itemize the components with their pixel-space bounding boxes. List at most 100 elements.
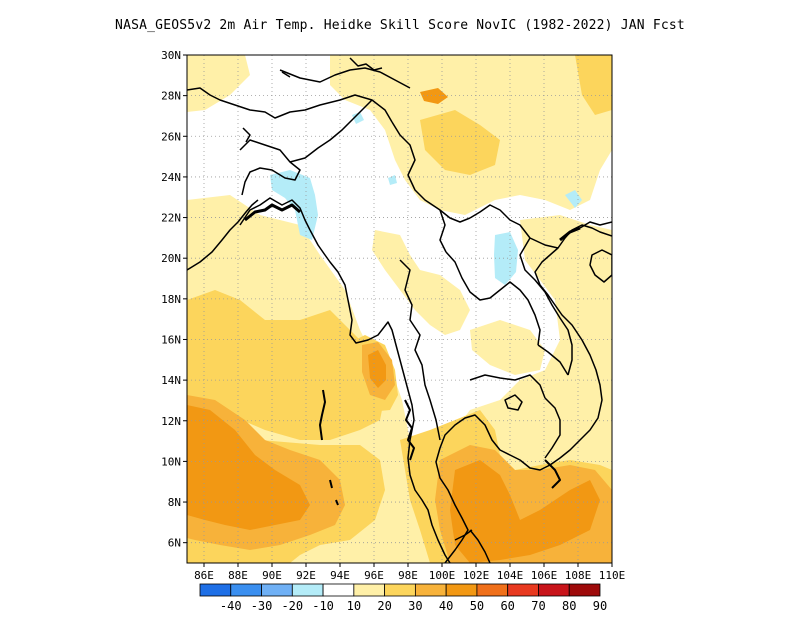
map-grid (187, 55, 612, 563)
lon-tick-label: 100E (429, 569, 456, 582)
field-cyan-north (352, 112, 364, 124)
ganges-delta-detail (244, 203, 301, 222)
border-laos-china (469, 204, 559, 249)
map-title: NASA_GEOS5v2 2m Air Temp. Heidke Skill S… (115, 18, 685, 33)
colorbar-label: -20 (281, 599, 303, 613)
lon-tick-label: 102E (463, 569, 490, 582)
lat-tick-label: 26N (161, 130, 181, 143)
colorbar-swatch (322, 583, 355, 597)
lat-tick-label: 14N (161, 374, 181, 387)
colorbar-label: 90 (593, 599, 607, 613)
colorbar-swatch (538, 583, 570, 597)
colorbar-label: 60 (500, 599, 514, 613)
border-india-nepal-bhutan (187, 87, 393, 123)
field-yellow-north (420, 110, 500, 175)
border-cambodia-vietnam (544, 397, 561, 459)
border-laos-vietnam (519, 237, 573, 376)
lon-tick-label: 94E (330, 569, 350, 582)
field-light-yellow-north (187, 55, 250, 112)
field-cyan-laos (494, 232, 518, 285)
colorbar-label: 10 (347, 599, 361, 613)
mekong-delta (544, 459, 561, 489)
colorbar-label: -10 (312, 599, 334, 613)
colorbar-swatch (507, 583, 539, 597)
colorbar-swatch (291, 583, 324, 597)
colorbar-label: -30 (251, 599, 273, 613)
coastline-ganges-delta (239, 197, 311, 231)
field-cyan-myanmar (388, 175, 397, 185)
colorbar-swatch (476, 583, 509, 597)
coastline-india-east (187, 199, 259, 271)
lat-tick-label: 12N (161, 415, 181, 428)
mergui-archipelago (404, 399, 415, 461)
lon-tick-label: 92E (296, 569, 316, 582)
border-small-north (242, 71, 291, 143)
border-myanmar-laos (439, 209, 447, 253)
longitude-ticks: 86E 88E 90E 92E 94E 96E 98E 100E 102E 104E 106E 108… (194, 563, 625, 582)
border-cambodia-laos (537, 344, 569, 376)
field-yellow-west (187, 290, 385, 440)
lon-tick-label: 106E (531, 569, 558, 582)
coastline-tonkin (559, 226, 581, 242)
colorbar-label: 80 (562, 599, 576, 613)
tonle-sap (504, 394, 523, 411)
lon-tick-label: 110E (599, 569, 626, 582)
field-orange-center (368, 350, 386, 388)
lon-tick-label: 96E (364, 569, 384, 582)
colorbar-label: 70 (531, 599, 545, 613)
coastline-gulf-thailand (435, 224, 612, 563)
colorbar-label: -40 (220, 599, 242, 613)
map-frame (186, 54, 613, 564)
border-myanmar-thailand (399, 259, 441, 441)
lon-tick-label: 104E (497, 569, 524, 582)
field-light-yellow-center (372, 230, 470, 335)
lon-tick-label: 108E (565, 569, 592, 582)
lat-tick-label: 30N (161, 49, 181, 62)
lat-tick-label: 16N (161, 333, 181, 346)
colorbar-swatch (445, 583, 478, 597)
lon-tick-label: 90E (262, 569, 282, 582)
colorbar-swatch (568, 583, 601, 597)
colorbar-swatch (199, 583, 232, 597)
coastline-malay-east (469, 529, 491, 563)
colorbar-swatch (353, 583, 386, 597)
colorbar-label: 20 (377, 599, 391, 613)
border-thailand-cambodia (469, 374, 546, 399)
border-thailand-laos (445, 251, 541, 346)
field-orange-north (420, 88, 448, 104)
colorbar-swatch (261, 583, 293, 597)
lat-tick-label: 20N (161, 252, 181, 265)
lat-tick-label: 10N (161, 455, 181, 468)
colorbar-label: 30 (408, 599, 422, 613)
lon-tick-label: 88E (228, 569, 248, 582)
coastline-south-china (579, 221, 612, 229)
lon-tick-label: 86E (194, 569, 214, 582)
lon-tick-label: 98E (398, 569, 418, 582)
colorbar-swatch (414, 583, 447, 597)
border-china-tibet (279, 67, 411, 89)
lat-tick-label: 24N (161, 171, 181, 184)
border-andaman-coast-east (349, 57, 383, 71)
colorbar: -40 -30 -20 -10 10 20 30 40 50 60 70 80 90 (199, 583, 607, 613)
field-orange-west (187, 405, 310, 530)
field-orange-south (450, 460, 600, 563)
colorbar-label: 50 (470, 599, 484, 613)
colorbar-swatch (384, 583, 416, 597)
border-thailand-malaysia (454, 529, 473, 541)
lat-tick-label: 28N (161, 90, 181, 103)
lat-tick-label: 8N (168, 496, 181, 509)
border-myanmar-china (391, 121, 471, 223)
nicobar-islands (329, 479, 339, 506)
border-india-myanmar (289, 99, 373, 163)
coastline-myanmar (309, 229, 451, 563)
lat-tick-label: 22N (161, 212, 181, 225)
colorbar-swatch (230, 583, 262, 597)
andaman-islands (319, 389, 326, 441)
lat-tick-label: 18N (161, 293, 181, 306)
border-bangladesh (239, 139, 301, 196)
latitude-ticks: 30N 28N 26N 24N 22N 20N 18N 16N 14N 12N 10N 8N 6N (161, 49, 187, 550)
field-light-yellow-center2 (470, 320, 545, 375)
lat-tick-label: 6N (168, 537, 181, 550)
hainan-island (589, 249, 612, 283)
